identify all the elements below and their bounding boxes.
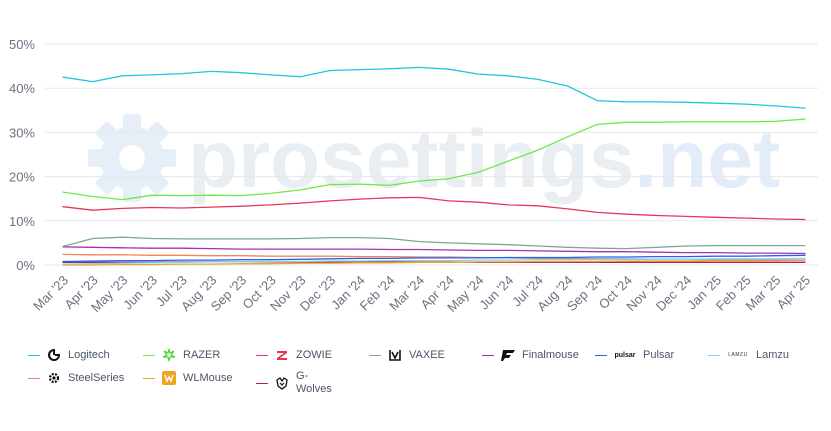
legend-swatch: [595, 354, 607, 356]
y-tick-label: 0%: [16, 258, 35, 273]
series-line-vaxee: [62, 236, 806, 250]
steelseries-logo-icon: [46, 370, 62, 386]
legend-item-zowie[interactable]: ZOWIE: [256, 347, 332, 363]
watermark-part2: .net: [634, 114, 780, 205]
watermark-part1: prosettings: [188, 114, 634, 205]
legend-swatch: [708, 354, 720, 356]
series-line-razer: [62, 118, 806, 201]
legend-label: WLMouse: [183, 371, 233, 384]
lamzu-logo-icon: LAMZU: [728, 352, 748, 358]
y-tick-label: 30%: [9, 125, 35, 140]
legend-swatch: [28, 377, 40, 379]
series-line-wlmouse: [62, 259, 806, 266]
logitech-logo-icon: [46, 347, 62, 363]
g-wolves-logo-icon: [274, 375, 290, 391]
series-line-pulsar: [62, 254, 806, 263]
x-tick-label: Mar '23: [30, 273, 71, 314]
series-line-logitech: [62, 66, 806, 109]
y-tick-label: 50%: [9, 37, 35, 52]
legend-label: Lamzu: [756, 348, 790, 361]
legend-label: ZOWIE: [296, 348, 333, 361]
wlmouse-logo-icon: [161, 370, 177, 386]
legend-item-steelseries[interactable]: SteelSeries: [28, 370, 124, 386]
watermark-text: prosettings.net: [188, 114, 780, 205]
legend-label: Logitech: [68, 348, 110, 361]
y-tick-label: 20%: [9, 170, 35, 185]
legend-label: SteelSeries: [68, 371, 125, 384]
line-chart: prosettings.net 0% 10% 20% 30% 40% 50% Mar '23 A…: [9, 37, 818, 315]
legend-item-logitech[interactable]: Logitech: [28, 347, 110, 363]
pulsar-logo-icon: pulsar: [614, 351, 636, 359]
legend-swatch: [28, 354, 40, 356]
legend-item-razer[interactable]: RAZER: [143, 347, 220, 363]
legend-item-wlmouse[interactable]: WLMouse: [143, 370, 233, 386]
legend-swatch: [143, 354, 155, 356]
legend-swatch: [369, 354, 381, 356]
watermark: prosettings.net: [88, 114, 780, 205]
legend-item-g-wolves[interactable]: G- Wolves: [256, 370, 338, 396]
legend-label: Finalmouse: [522, 348, 579, 361]
legend-item-vaxee[interactable]: VAXEE: [369, 347, 445, 363]
legend-item-pulsar[interactable]: pulsar Pulsar: [595, 347, 674, 363]
y-tick-label: 10%: [9, 214, 35, 229]
finalmouse-logo-icon: [500, 347, 516, 363]
legend-swatch: [256, 382, 268, 384]
legend-label: RAZER: [183, 348, 221, 361]
legend-label: Pulsar: [643, 348, 675, 361]
legend-label: G- Wolves: [296, 370, 332, 395]
x-tick-label: Apr '25: [774, 273, 813, 312]
y-tick-label: 40%: [9, 81, 35, 96]
series-line-finalmouse: [62, 246, 806, 255]
gear-watermark-icon: [88, 114, 176, 202]
legend-swatch: [256, 354, 268, 356]
x-tick-label: Jun '24: [476, 273, 516, 313]
chart-area: prosettings.net 0% 10% 20% 30% 40% 50% Mar '23 A…: [9, 37, 818, 315]
legend-item-finalmouse[interactable]: Finalmouse: [482, 347, 579, 363]
zowie-logo-icon: [274, 347, 290, 363]
series-line-zowie: [62, 196, 806, 221]
legend-item-lamzu[interactable]: LAMZU Lamzu: [708, 347, 789, 363]
legend-swatch: [482, 354, 494, 356]
x-tick-label: Jun '23: [120, 273, 160, 313]
legend-swatch: [143, 377, 155, 379]
legend-label: VAXEE: [409, 348, 445, 361]
vaxee-logo-icon: [387, 347, 403, 363]
series-line-lamzu: [62, 257, 806, 265]
razer-logo-icon: [161, 347, 177, 363]
